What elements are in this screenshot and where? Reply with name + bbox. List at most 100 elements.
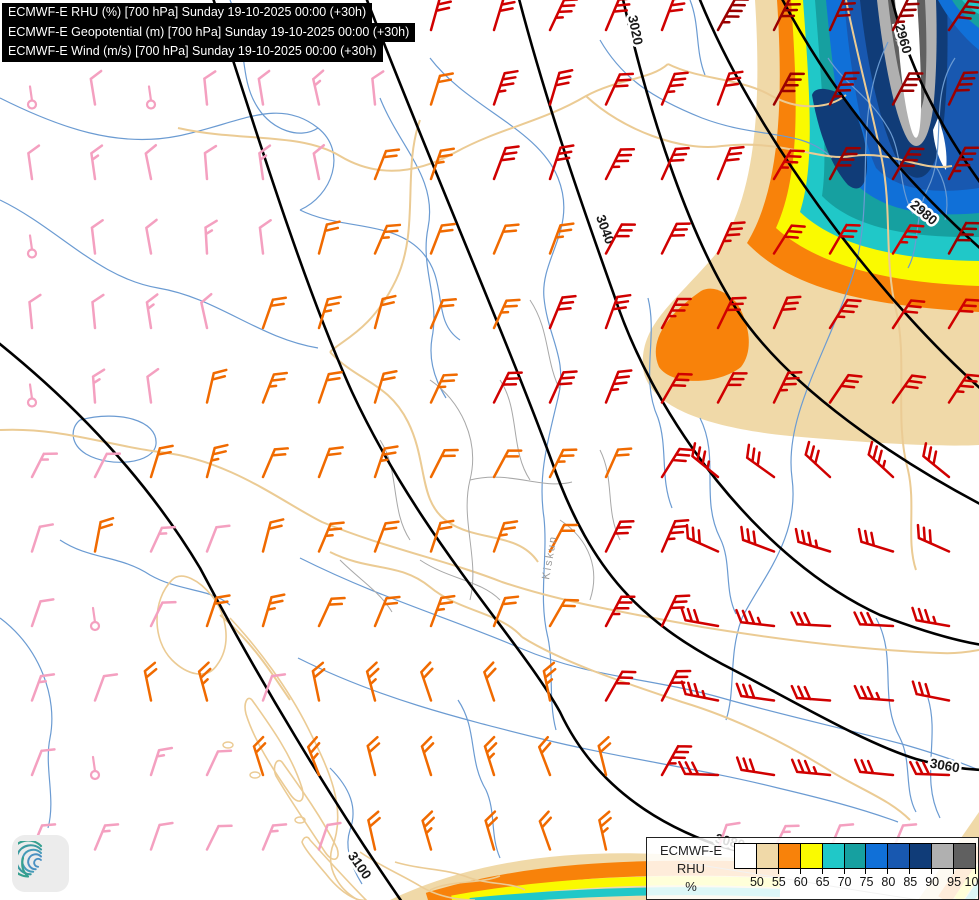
wind-barb	[772, 149, 805, 181]
wind-barb	[891, 374, 927, 404]
wind-barb	[660, 594, 691, 628]
wind-barb	[735, 756, 776, 777]
wind-barb	[145, 218, 158, 255]
wind-barb	[261, 447, 289, 479]
contour-label: 3060	[929, 756, 961, 776]
wind-barb	[317, 370, 343, 404]
wind-barb	[790, 684, 832, 702]
wind-barb	[197, 661, 212, 702]
wind-barb	[660, 0, 686, 32]
legend-tick-label: 70	[837, 875, 852, 889]
wind-barb	[420, 735, 435, 777]
legend-tick	[909, 869, 911, 874]
wind-barb	[604, 0, 631, 32]
wind-barb	[891, 0, 920, 32]
wind-barb	[548, 144, 575, 181]
wind-barb	[772, 295, 802, 330]
wind-barb	[149, 821, 174, 851]
wind-barb	[909, 760, 951, 777]
wind-barb	[492, 371, 523, 404]
wind-barb	[828, 373, 863, 404]
wind-barb	[947, 298, 979, 330]
wind-barb	[373, 148, 401, 181]
wind-barb	[373, 294, 397, 330]
wind-barb	[604, 293, 632, 330]
wind-barb	[828, 0, 857, 32]
wind-barb	[542, 661, 557, 702]
wind-barb	[660, 71, 689, 106]
wind-barb	[204, 219, 218, 255]
wind-barb	[205, 524, 231, 553]
wind-barb	[857, 527, 895, 553]
wind-barb	[261, 371, 289, 404]
spiral-logo-icon	[17, 840, 42, 878]
wind-barb	[317, 596, 346, 628]
wind-barb	[916, 523, 951, 553]
wind-barb	[911, 680, 951, 702]
legend-unit-label: %	[685, 879, 697, 895]
legend-color-swatch	[734, 843, 757, 869]
wind-barb	[604, 369, 633, 404]
wind-barb	[252, 735, 267, 777]
wind-barb	[660, 297, 692, 330]
wind-barb	[429, 373, 458, 404]
legend-model-label: ECMWF-E	[659, 842, 723, 858]
wind-barb	[772, 371, 803, 404]
wind-barb	[149, 525, 177, 553]
wind-barb	[30, 673, 56, 702]
wind-barb	[205, 824, 233, 851]
wind-barb	[311, 661, 326, 702]
wind-barb	[90, 144, 104, 181]
wind-barb	[772, 224, 806, 255]
wind-barb	[604, 670, 637, 702]
wind-barb	[258, 219, 272, 255]
wind-barb	[261, 593, 286, 628]
wind-barb	[548, 448, 578, 479]
wind-barb	[257, 69, 271, 106]
legend-color-swatch	[843, 843, 867, 869]
wind-barb	[367, 810, 381, 851]
wind-barb	[716, 296, 747, 330]
title-line-geopotential: ECMWF-E Geopotential (m) [700 hPa] Sunda…	[2, 22, 416, 42]
title-block: ECMWF-E RHU (%) [700 hPa] Sunday 19-10-2…	[2, 3, 416, 62]
wind-barb	[660, 744, 693, 777]
legend-tick-label: 90	[925, 875, 940, 889]
wind-barb	[317, 821, 342, 851]
wind-barb	[680, 606, 720, 628]
legend-tick	[953, 869, 955, 874]
wind-barb	[429, 519, 455, 553]
wind-barb	[548, 523, 579, 553]
legend-tick-label: 80	[881, 875, 896, 889]
legend-color-swatch	[953, 843, 976, 869]
legend-titles: ECMWF-E RHU %	[647, 838, 735, 899]
wind-barb	[660, 518, 690, 553]
legend-tick	[887, 869, 889, 874]
wind-barb	[604, 520, 635, 553]
wind-barb	[205, 368, 228, 404]
wind-barb	[149, 444, 174, 479]
wind-barb	[317, 521, 345, 553]
wind-barb	[258, 144, 272, 181]
wind-barb	[492, 0, 516, 32]
legend-color-swatch	[799, 843, 823, 869]
legend-tick	[843, 869, 845, 874]
wind-barb	[853, 611, 895, 628]
wind-barb	[93, 516, 115, 553]
wind-barb	[91, 293, 105, 330]
wind-barb	[548, 69, 574, 106]
wind-barb	[200, 292, 213, 330]
wind-barb	[691, 442, 720, 479]
wind-barb	[144, 144, 158, 181]
contour-label: 3020	[625, 14, 646, 47]
wind-barb	[89, 69, 103, 106]
wind-barb	[604, 447, 633, 479]
wind-barb	[205, 594, 231, 628]
wind-barb	[735, 608, 776, 628]
legend-color-swatch	[755, 843, 779, 869]
wind-barb	[27, 144, 41, 181]
wind-barb	[30, 748, 56, 777]
wind-barb	[548, 294, 577, 330]
wind-barb	[680, 680, 720, 702]
wind-barb	[548, 222, 575, 255]
